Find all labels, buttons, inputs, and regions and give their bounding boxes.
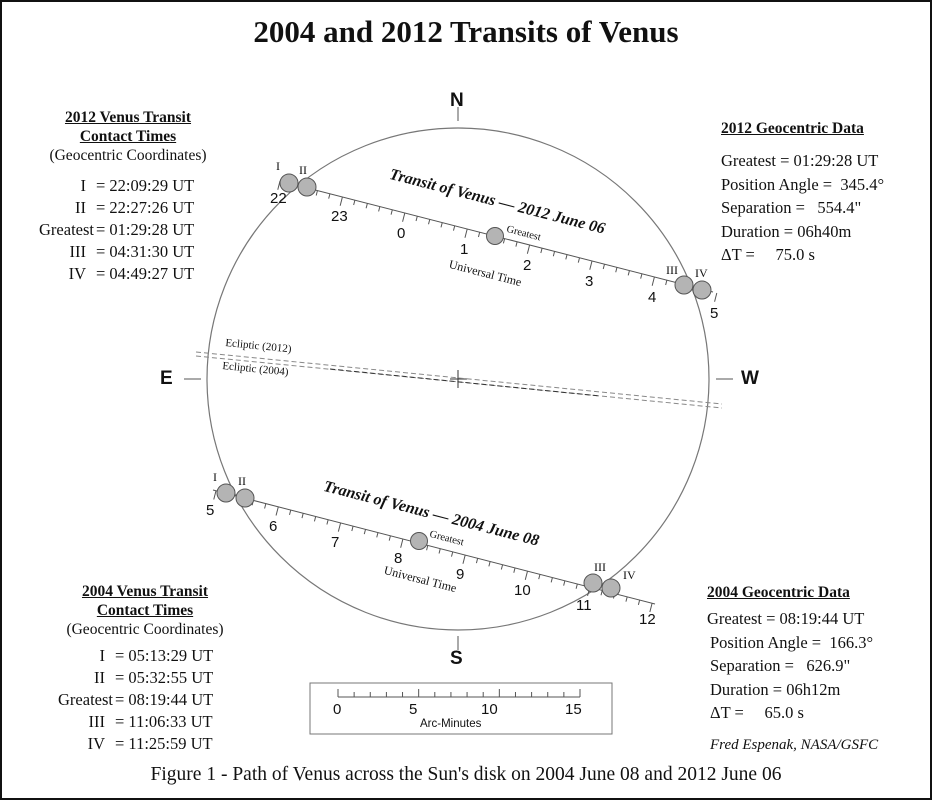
sun-center-cross: [450, 370, 467, 388]
contacts-2012-row: I = 22:09:29 UT: [80, 176, 195, 195]
venus-2012-contact-II: [297, 177, 317, 197]
contacts-2004-row: III = 11:06:33 UT: [88, 712, 213, 731]
geo-2012-delta-t: ΔT = 75.0 s: [721, 245, 815, 264]
ecliptic-lines: [195, 351, 723, 409]
path-2012: [277, 173, 718, 302]
geo-2012-position-angle: Position Angle = 345.4°: [721, 174, 885, 194]
contacts-2012-row: III = 04:31:30 UT: [69, 242, 195, 261]
contacts-2004-subheading: (Geocentric Coordinates): [66, 621, 224, 638]
venus-2012-contact-III: [674, 275, 694, 295]
figure-title: 2004 and 2012 Transits of Venus: [253, 14, 679, 49]
geo-2004-delta-t: ΔT = 65.0 s: [710, 703, 804, 722]
contacts-2004-heading-2: Contact Times: [96, 602, 194, 619]
contacts-2012-row: II = 22:27:26 UT: [75, 198, 195, 217]
contacts-2012-heading-2: Contact Times: [79, 128, 177, 145]
contacts-2004-row: IV = 11:25:59 UT: [87, 734, 213, 753]
contacts-2004-panel: 2004 Venus Transit Contact Times (Geocen…: [45, 582, 245, 755]
sun-disk: [206, 127, 710, 631]
venus-2012-contact-I: [279, 173, 299, 193]
venus-2004-greatest: [410, 532, 428, 550]
figure-caption: Figure 1 - Path of Venus across the Sun'…: [150, 764, 782, 785]
geo-2012-duration: Duration = 06h40m: [721, 221, 852, 241]
contacts-2012-row: Greatest = 01:29:28 UT: [39, 220, 195, 239]
geo-2004-greatest: Greatest = 08:19:44 UT: [707, 609, 865, 628]
contacts-2012-heading-1: 2012 Venus Transit: [64, 109, 192, 126]
contacts-2004-row: II = 05:32:55 UT: [94, 668, 214, 687]
geo-2012-greatest: Greatest = 01:29:28 UT: [721, 151, 879, 170]
venus-2004-contact-III: [583, 573, 603, 593]
contacts-2012-subheading: (Geocentric Coordinates): [49, 147, 207, 164]
contacts-2012-panel: 2012 Venus Transit Contact Times (Geocen…: [28, 108, 228, 285]
contacts-2004-row: Greatest = 08:19:44 UT: [58, 690, 214, 709]
path-2004: [212, 483, 656, 613]
venus-2004-contact-II: [235, 488, 255, 508]
venus-2004-contact-IV: [601, 578, 621, 598]
author-credit: Fred Espenak, NASA/GSFC: [710, 736, 879, 753]
ecliptic-2012-line: [195, 351, 723, 405]
geo-2004-separation: Separation = 626.9": [710, 656, 851, 675]
geo-2004-heading: 2004 Geocentric Data: [707, 584, 850, 601]
geo-2012-separation: Separation = 554.4": [721, 198, 862, 217]
venus-2012-greatest: [486, 227, 504, 245]
geo-2004-position-angle: Position Angle = 166.3°: [710, 632, 874, 652]
contacts-2012-row: IV = 04:49:27 UT: [68, 264, 195, 283]
geo-2012-panel: 2012 Geocentric Data Greatest = 01:29:28…: [721, 119, 921, 268]
scale-bar: [309, 682, 613, 735]
geo-2012-heading: 2012 Geocentric Data: [721, 120, 864, 137]
geo-2004-duration: Duration = 06h12m: [710, 679, 841, 699]
venus-2012-contact-IV: [692, 280, 712, 300]
venus-2004-contact-I: [216, 483, 236, 503]
contacts-2004-heading-1: 2004 Venus Transit: [81, 583, 209, 600]
geo-2004-panel: 2004 Geocentric Data Greatest = 08:19:44…: [707, 583, 922, 756]
contacts-2004-row: I = 05:13:29 UT: [99, 646, 214, 665]
